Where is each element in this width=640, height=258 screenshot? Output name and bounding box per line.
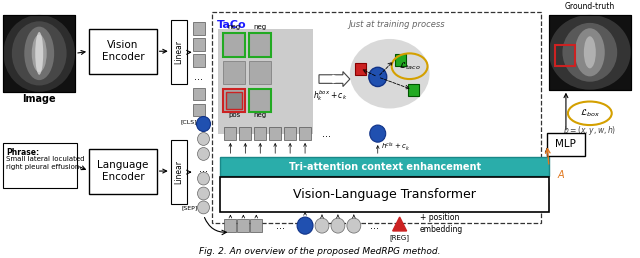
Text: $b = (x, y, w, h)$: $b = (x, y, w, h)$ [563, 124, 616, 137]
FancyBboxPatch shape [193, 38, 205, 51]
Ellipse shape [297, 217, 313, 234]
FancyBboxPatch shape [193, 88, 205, 100]
Text: ...: ... [371, 221, 380, 231]
Text: neg: neg [253, 24, 267, 30]
Ellipse shape [575, 28, 605, 76]
Text: $h^{cls}+c_k$: $h^{cls}+c_k$ [381, 140, 410, 152]
Text: pos: pos [228, 112, 241, 118]
Ellipse shape [584, 36, 596, 68]
Ellipse shape [3, 15, 75, 92]
Ellipse shape [196, 117, 211, 132]
Text: $h_k^{box}+c_k$: $h_k^{box}+c_k$ [313, 88, 348, 102]
FancyBboxPatch shape [3, 15, 75, 92]
Ellipse shape [315, 218, 329, 233]
Ellipse shape [198, 187, 209, 200]
FancyBboxPatch shape [171, 20, 187, 84]
Text: neg: neg [228, 24, 241, 30]
Text: Linear: Linear [174, 40, 183, 64]
Text: Small lateral loculated
right pleural effusion.: Small lateral loculated right pleural ef… [6, 156, 85, 170]
Ellipse shape [369, 67, 387, 86]
Ellipse shape [198, 172, 209, 185]
FancyBboxPatch shape [395, 54, 406, 66]
Text: Language
Encoder: Language Encoder [97, 160, 148, 182]
Text: [REG]: [REG] [390, 234, 410, 241]
FancyBboxPatch shape [223, 89, 245, 112]
FancyBboxPatch shape [227, 92, 243, 109]
FancyBboxPatch shape [250, 33, 271, 57]
Text: + position
embedding: + position embedding [420, 213, 463, 233]
FancyBboxPatch shape [225, 219, 236, 232]
Text: [CLS]: [CLS] [181, 119, 198, 124]
Text: A: A [557, 170, 564, 180]
Text: ...: ... [276, 221, 285, 231]
Text: Vision
Encoder: Vision Encoder [102, 40, 144, 62]
FancyBboxPatch shape [254, 127, 266, 140]
FancyBboxPatch shape [355, 63, 366, 75]
Ellipse shape [198, 201, 209, 214]
Text: Just at training process: Just at training process [348, 20, 445, 29]
Ellipse shape [563, 23, 617, 82]
FancyBboxPatch shape [237, 219, 250, 232]
FancyBboxPatch shape [250, 89, 271, 112]
FancyBboxPatch shape [171, 140, 187, 204]
Text: [SEP]: [SEP] [181, 205, 198, 210]
FancyArrow shape [319, 71, 350, 86]
FancyBboxPatch shape [408, 84, 419, 96]
Ellipse shape [347, 218, 361, 233]
FancyArrowPatch shape [205, 217, 227, 235]
FancyBboxPatch shape [220, 157, 549, 176]
FancyBboxPatch shape [223, 89, 245, 112]
Ellipse shape [370, 125, 386, 142]
FancyBboxPatch shape [250, 33, 271, 57]
Ellipse shape [198, 148, 209, 160]
Ellipse shape [549, 15, 630, 90]
Ellipse shape [35, 32, 44, 75]
Polygon shape [393, 217, 406, 231]
FancyBboxPatch shape [549, 15, 630, 90]
FancyBboxPatch shape [193, 22, 205, 35]
FancyBboxPatch shape [250, 61, 271, 84]
FancyBboxPatch shape [239, 127, 252, 140]
Text: Image: Image [22, 94, 56, 104]
FancyBboxPatch shape [3, 143, 77, 188]
Text: neg: neg [253, 112, 267, 118]
Text: TaCo: TaCo [216, 20, 246, 30]
Text: Fig. 2. An overview of the proposed MedRPG method.: Fig. 2. An overview of the proposed MedR… [199, 247, 441, 256]
Text: MLP: MLP [556, 139, 577, 149]
Text: Ground-truth: Ground-truth [564, 2, 615, 11]
Text: Phrase:: Phrase: [6, 148, 40, 157]
FancyBboxPatch shape [89, 149, 157, 194]
FancyBboxPatch shape [223, 33, 245, 57]
Text: Linear: Linear [174, 160, 183, 184]
Text: Tri-attention context enhancement: Tri-attention context enhancement [289, 162, 481, 172]
Text: ...: ... [194, 72, 203, 82]
Ellipse shape [331, 218, 345, 233]
FancyBboxPatch shape [223, 61, 245, 84]
FancyBboxPatch shape [218, 29, 313, 134]
FancyBboxPatch shape [193, 104, 205, 117]
FancyBboxPatch shape [547, 133, 585, 156]
FancyBboxPatch shape [220, 178, 549, 212]
FancyBboxPatch shape [299, 127, 311, 140]
Ellipse shape [24, 27, 54, 80]
Ellipse shape [12, 21, 67, 85]
FancyBboxPatch shape [250, 89, 271, 112]
FancyBboxPatch shape [193, 54, 205, 67]
FancyBboxPatch shape [269, 127, 281, 140]
Ellipse shape [32, 35, 47, 72]
Text: $\mathcal{L}_{taco}$: $\mathcal{L}_{taco}$ [399, 60, 420, 72]
Text: ...: ... [199, 164, 208, 174]
Ellipse shape [350, 39, 429, 108]
FancyBboxPatch shape [250, 219, 262, 232]
FancyBboxPatch shape [225, 127, 236, 140]
Text: ...: ... [323, 129, 332, 139]
FancyBboxPatch shape [284, 127, 296, 140]
FancyBboxPatch shape [223, 33, 245, 57]
Text: $\mathcal{L}_{box}$: $\mathcal{L}_{box}$ [580, 108, 600, 119]
Text: Vision-Language Transformer: Vision-Language Transformer [293, 188, 476, 201]
Ellipse shape [198, 133, 209, 145]
FancyBboxPatch shape [89, 29, 157, 74]
